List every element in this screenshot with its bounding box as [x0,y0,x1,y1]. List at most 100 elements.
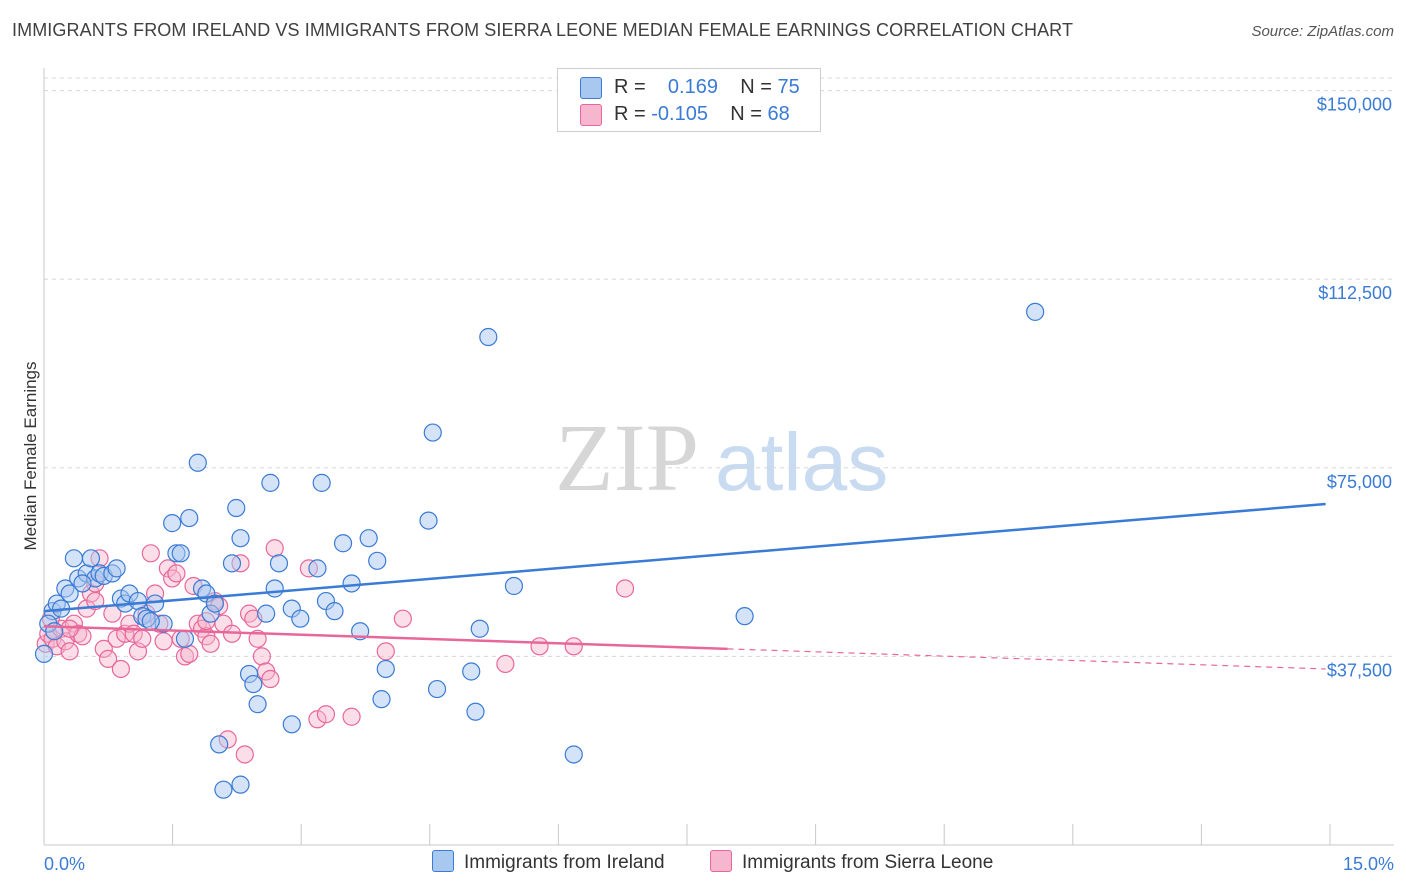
sierra-leone-point [530,637,549,656]
series-legend-sierra: Immigrants from Sierra Leone [710,850,994,874]
sierra-leone-point [154,632,173,651]
source-label: Source: ZipAtlas.com [1251,23,1394,40]
ireland-point [188,453,207,472]
sierra-leone-point [201,634,220,653]
sierra-leone-point [316,705,336,724]
sierra-leone-point [98,649,118,669]
sierra-leone-point [265,539,284,558]
sierra-leone-point [615,579,635,598]
ireland-point [257,604,276,623]
trend-lines [43,502,1326,670]
y-axis-label: Median Female Earnings [21,362,40,551]
legend-n-label: N = [740,76,772,98]
ireland-point [423,423,442,442]
y-tick-labels: $37,500 $75,000 $112,500 $150,000 [1317,95,1392,681]
legend-swatch-sierra [580,103,602,126]
watermark-zip: ZIP [555,404,699,511]
legend-r-label: R = [614,76,646,98]
ireland-point [462,662,481,681]
ireland-point [205,594,224,613]
sierra-leone-point [252,647,271,666]
series-label-ireland: Immigrants from Ireland [464,852,665,874]
ireland-point [81,549,101,568]
ireland-point [180,508,199,528]
legend-swatch-ireland [580,76,602,99]
series-legend: Immigrants from Ireland Immigrants from … [0,850,1406,878]
legend-r-value-sierra: -0.105 [651,103,708,125]
ireland-point [34,644,54,663]
y-tick-label: $37,500 [1327,660,1392,680]
ireland-point [368,551,387,570]
ireland-point [214,780,233,799]
legend-n-value-sierra: 68 [767,103,790,125]
ireland-point [231,775,250,794]
sierra-leone-point [167,564,186,583]
sierra-leone-trend-extension [727,648,1326,670]
ireland-point [282,715,301,734]
ireland-point [308,559,327,578]
legend-r-value-ireland: 0.169 [667,76,718,98]
ireland-point [163,514,182,533]
ireland-point [466,702,485,721]
sierra-leone-point [235,745,254,764]
sierra-leone-point [496,654,515,674]
ireland-point [261,473,280,492]
ireland-point [244,674,263,694]
ireland-point [325,602,344,621]
sierra-leone-trend-line [43,624,728,651]
sierra-leone-point [133,629,152,648]
ireland-point [470,619,489,638]
ireland-point [372,690,391,709]
ireland-point [312,473,331,492]
ireland-point [291,609,310,628]
x-tick-label: 15.0% [1343,854,1394,874]
ireland-point [141,612,160,631]
ireland-point [248,695,267,714]
ireland-trend-line [43,502,1326,613]
ireland-point [419,511,438,530]
series-legend-ireland: Immigrants from Ireland [432,850,665,874]
ireland-point [73,574,92,593]
legend-n-label: N = [730,103,762,125]
sierra-leone-point [342,707,361,726]
ireland-point [342,574,361,593]
ireland-point [210,735,229,754]
x-tick-labels: 0.0% 15.0% [44,854,1394,874]
series-swatch-ireland [432,850,454,872]
ireland-point [171,544,190,563]
sierra-leone-point [60,642,79,661]
sierra-leone-point [261,669,280,689]
ireland-points [34,302,1045,799]
legend-row-sierra: R = -0.105 N = 68 [580,103,790,127]
ireland-point [359,529,378,548]
sierra-leone-point [564,637,583,656]
sierra-leone-point [107,629,126,648]
sierra-leone-point [376,642,395,661]
ireland-point [227,498,246,518]
ireland-point [231,529,250,548]
ireland-point [1026,302,1045,321]
sierra-leone-point [393,609,412,628]
stats-legend: R = 0.169 N = 75 R = -0.105 N = 68 [557,68,821,132]
ireland-point [376,659,395,679]
ireland-point [265,579,284,598]
x-tick-label: 0.0% [44,854,85,874]
ireland-point [222,554,242,573]
watermark-atlas: atlas [715,417,888,508]
axes [43,68,1394,846]
chart-title: IMMIGRANTS FROM IRELAND VS IMMIGRANTS FR… [12,20,1074,40]
series-label-sierra: Immigrants from Sierra Leone [742,852,994,874]
sierra-leone-point [180,644,199,663]
ireland-point [60,584,79,603]
sierra-leone-point [158,559,177,578]
legend-r-label: R = [614,103,646,125]
y-tick-label: $112,500 [1318,283,1392,303]
y-tick-label: $75,000 [1327,472,1392,492]
ireland-point [564,745,583,764]
ireland-point [479,327,498,347]
legend-n-value-ireland: 75 [777,76,800,98]
sierra-leone-point [60,619,79,638]
ireland-point [427,679,447,699]
ireland-point [504,576,524,596]
